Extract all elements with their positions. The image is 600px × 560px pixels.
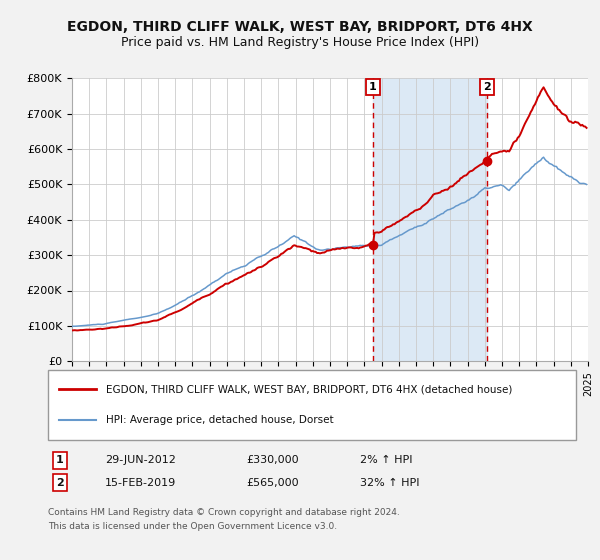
Text: 1: 1 (56, 455, 64, 465)
Text: 2% ↑ HPI: 2% ↑ HPI (360, 455, 413, 465)
Text: EGDON, THIRD CLIFF WALK, WEST BAY, BRIDPORT, DT6 4HX: EGDON, THIRD CLIFF WALK, WEST BAY, BRIDP… (67, 20, 533, 34)
Text: 29-JUN-2012: 29-JUN-2012 (105, 455, 176, 465)
Text: Contains HM Land Registry data © Crown copyright and database right 2024.: Contains HM Land Registry data © Crown c… (48, 508, 400, 517)
Text: EGDON, THIRD CLIFF WALK, WEST BAY, BRIDPORT, DT6 4HX (detached house): EGDON, THIRD CLIFF WALK, WEST BAY, BRIDP… (106, 384, 512, 394)
Text: 32% ↑ HPI: 32% ↑ HPI (360, 478, 419, 488)
Text: This data is licensed under the Open Government Licence v3.0.: This data is licensed under the Open Gov… (48, 522, 337, 531)
Text: £330,000: £330,000 (246, 455, 299, 465)
Bar (373, 78, 487, 361)
Text: 2: 2 (483, 82, 491, 92)
Text: 15-FEB-2019: 15-FEB-2019 (105, 478, 176, 488)
Text: HPI: Average price, detached house, Dorset: HPI: Average price, detached house, Dors… (106, 415, 334, 425)
Text: £565,000: £565,000 (246, 478, 299, 488)
Text: 1: 1 (369, 82, 377, 92)
Text: Price paid vs. HM Land Registry's House Price Index (HPI): Price paid vs. HM Land Registry's House … (121, 36, 479, 49)
FancyBboxPatch shape (48, 370, 576, 440)
Text: 2: 2 (56, 478, 64, 488)
